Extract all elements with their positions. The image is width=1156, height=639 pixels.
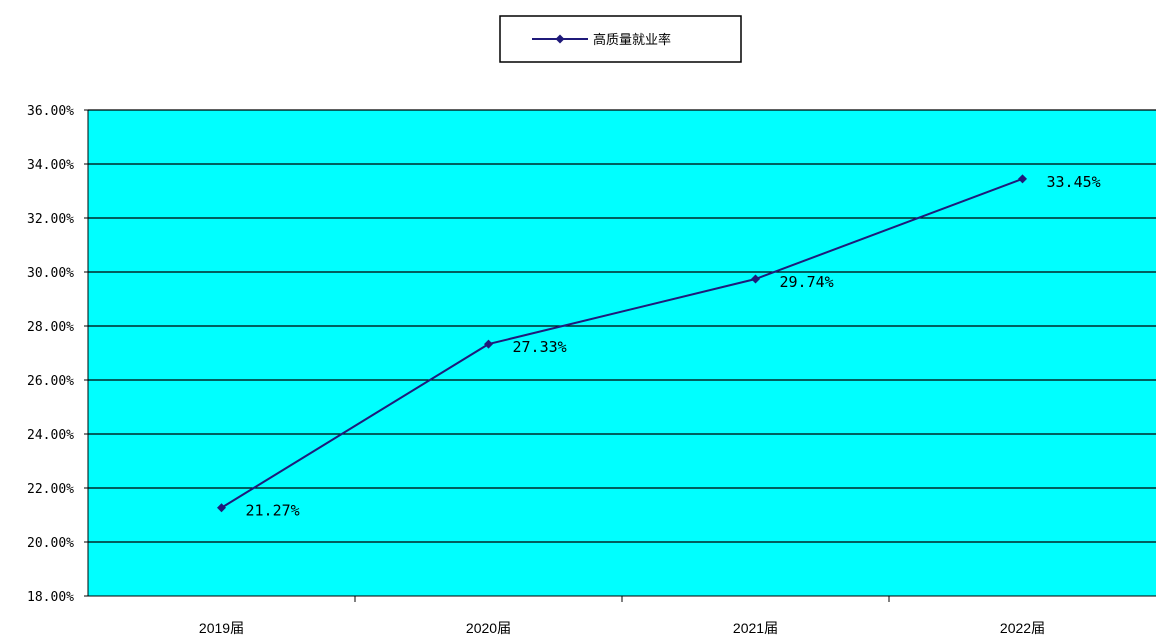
y-tick-label: 36.00% <box>27 104 74 119</box>
x-tick-label: 2022届 <box>1000 620 1045 636</box>
x-tick-label: 2019届 <box>199 620 244 636</box>
legend: 高质量就业率 <box>499 15 742 63</box>
y-tick-label: 18.00% <box>27 590 74 605</box>
y-tick-label: 24.00% <box>27 428 74 443</box>
series-line <box>220 177 1023 509</box>
y-tick-label: 30.00% <box>27 266 74 281</box>
y-tick-label: 32.00% <box>27 212 74 227</box>
x-tick-label: 2021届 <box>733 620 778 636</box>
y-tick-label: 26.00% <box>27 374 74 389</box>
legend-series-marker <box>555 34 565 44</box>
data-label: 27.33% <box>513 338 567 356</box>
y-tick-label: 22.00% <box>27 482 74 497</box>
data-label: 33.45% <box>1047 173 1101 191</box>
data-point <box>217 503 226 513</box>
data-label: 29.74% <box>780 273 834 291</box>
x-axis-ticks: 2019届 2020届 2021届 2022届 <box>199 596 1045 636</box>
data-point <box>484 339 493 349</box>
gridlines <box>88 109 1156 543</box>
data-point <box>1018 174 1027 184</box>
data-label: 21.27% <box>246 502 300 520</box>
y-tick-label: 20.00% <box>27 536 74 551</box>
y-axis-ticks: 18.00% 20.00% 22.00% 24.00% 26.00% 28.00% 30.0… <box>27 104 88 605</box>
data-point <box>751 274 760 284</box>
y-tick-label: 28.00% <box>27 320 74 335</box>
plot-area <box>88 110 1156 596</box>
legend-series-label: 高质量就业率 <box>593 32 671 48</box>
x-tick-label: 2020届 <box>466 620 511 636</box>
series-layer: 21.27% 27.33% 29.74% 33.45% <box>217 173 1101 520</box>
y-tick-label: 34.00% <box>27 158 74 173</box>
